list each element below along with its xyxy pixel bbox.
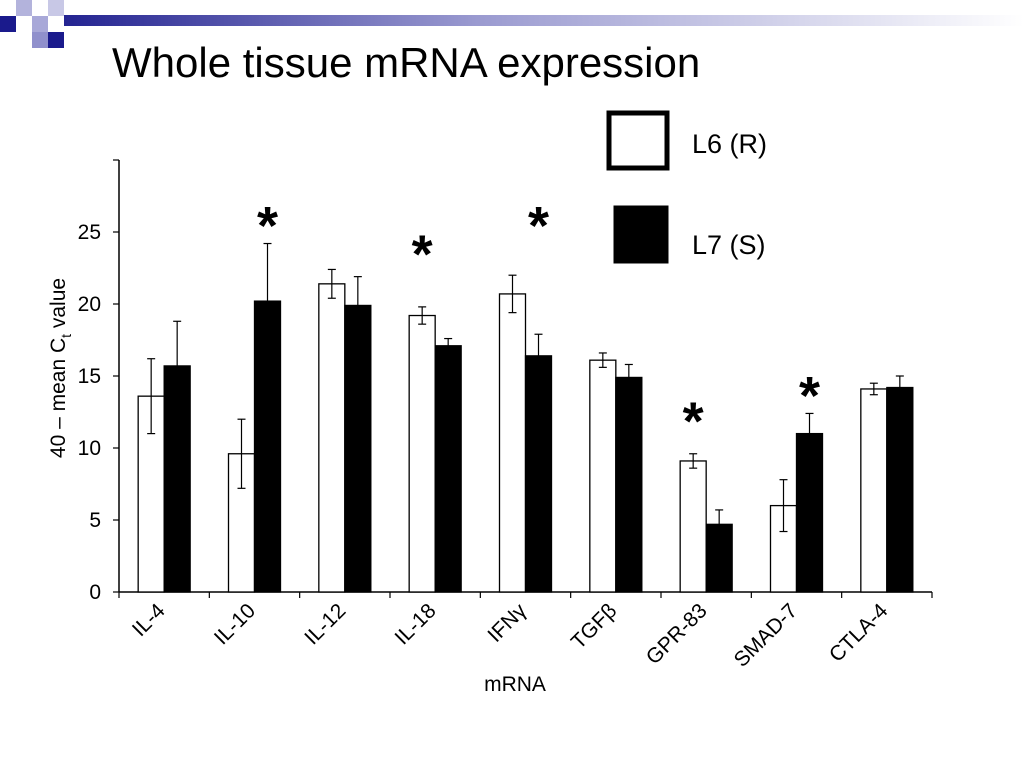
- bar-l6: [589, 359, 617, 593]
- x-tick-label: IL-4: [128, 599, 170, 641]
- x-tick-label: SMAD-7: [730, 599, 802, 671]
- bar-l6: [318, 283, 346, 593]
- legend: L6 (R) L7 (S): [606, 110, 767, 264]
- y-tick-label: 5: [89, 509, 101, 532]
- legend-swatch-l6: [606, 110, 670, 171]
- bar-l7: [615, 376, 643, 593]
- x-tick-label: IL-12: [300, 599, 350, 649]
- x-tick-label: IL-10: [210, 599, 260, 649]
- bar-l6: [860, 388, 888, 593]
- x-tick-label: IL-18: [391, 599, 441, 649]
- title-decoration: [0, 0, 1024, 48]
- significance-asterisk: *: [257, 196, 278, 256]
- legend-label-l7: L7 (S): [692, 230, 766, 260]
- bar-l6: [408, 314, 436, 593]
- y-tick-label: 15: [78, 365, 101, 388]
- legend-swatch-l7: [613, 205, 669, 264]
- bar-l7: [344, 304, 372, 593]
- significance-asterisk: *: [412, 225, 433, 285]
- significance-asterisk: *: [683, 392, 704, 452]
- bar-l7: [524, 355, 553, 593]
- x-tick-label: TGFβ: [567, 599, 622, 654]
- slide-title: Whole tissue mRNA expression: [112, 39, 701, 86]
- y-tick-label: 10: [78, 437, 101, 460]
- bar-l6: [498, 293, 527, 593]
- y-tick-label: 20: [78, 293, 101, 316]
- x-tick-label: IFNγ: [483, 599, 531, 647]
- x-tick-label: CTLA-4: [825, 599, 893, 667]
- significance-asterisk: *: [528, 196, 549, 256]
- x-tick-label: GPR-83: [642, 599, 712, 669]
- y-tick-label: 25: [78, 221, 101, 244]
- y-tick-label: 0: [89, 581, 101, 604]
- bar-l6: [679, 460, 707, 593]
- bar-l7: [886, 386, 914, 593]
- y-axis-label: 40 – mean Ct value: [47, 278, 74, 458]
- significance-asterisk: *: [799, 366, 820, 426]
- x-axis-label: mRNA: [484, 673, 546, 696]
- bar-l7: [795, 432, 824, 593]
- bar-l7: [434, 345, 462, 593]
- legend-label-l6: L6 (R): [692, 129, 767, 159]
